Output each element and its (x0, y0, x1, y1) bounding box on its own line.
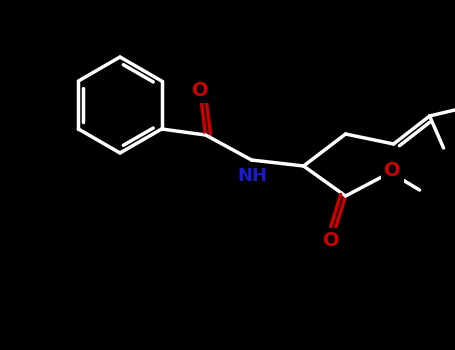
Text: O: O (323, 231, 340, 251)
Text: O: O (192, 80, 209, 99)
Text: NH: NH (238, 167, 268, 185)
Text: O: O (384, 161, 401, 181)
